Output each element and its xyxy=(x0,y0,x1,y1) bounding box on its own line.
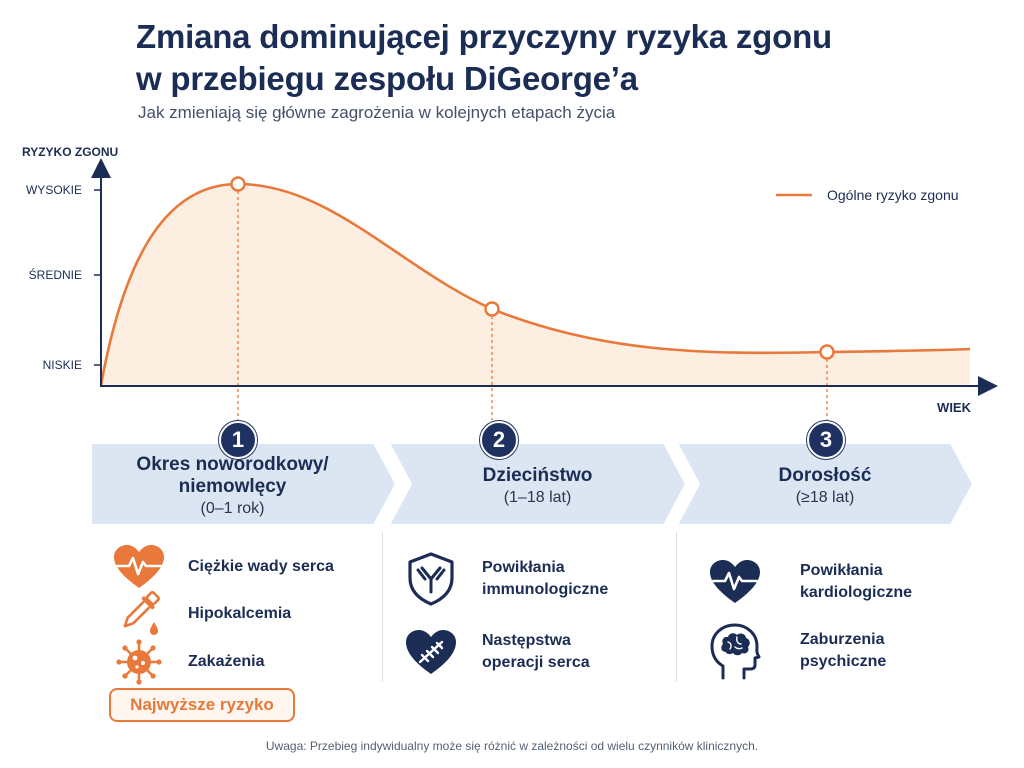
heart-suture-icon xyxy=(401,626,461,678)
virus-icon xyxy=(109,636,169,688)
curve-markers xyxy=(230,176,835,360)
highest-risk-tag: Najwyższe ryzyko xyxy=(109,688,295,722)
x-axis-label: WIEK xyxy=(937,400,972,415)
stage-text: Okres noworodkowy/ niemowlęcy (0–1 rok) xyxy=(91,443,396,525)
risk-label: Zaburzenia psychiczne xyxy=(800,631,887,670)
stage-age: (1–18 lat) xyxy=(503,488,572,506)
y-tick-label: ŚREDNIE xyxy=(29,267,82,282)
risk-chart: RYZYKO ZGONU WYSOKIE ŚREDNIE NISKIE WIEK O… xyxy=(22,145,998,420)
stage-number-badge: 2 xyxy=(480,421,518,459)
risk-area xyxy=(101,184,970,386)
footnote: Uwaga: Przebieg indywidualny może się ró… xyxy=(265,739,759,753)
column-divider xyxy=(676,532,677,682)
head-brain-icon xyxy=(705,623,765,680)
curve-marker-2 xyxy=(484,301,500,317)
stage-age: (≥18 lat) xyxy=(795,488,855,506)
risk-label: Hipokalcemia xyxy=(188,605,292,622)
risk-item: Powikłania kardiologiczne xyxy=(705,556,912,608)
stage-banner-2: Dzieciństwo (1–18 lat) xyxy=(389,443,686,525)
stage-text: Dzieciństwo (1–18 lat) xyxy=(389,443,686,525)
marker-drop-lines xyxy=(237,191,828,420)
dropper-icon xyxy=(109,588,169,640)
column-divider xyxy=(382,532,383,682)
risk-item: Następstwa operacji serca xyxy=(401,626,590,678)
page-subtitle: Jak zmieniają się główne zagrożenia w ko… xyxy=(138,103,616,122)
risk-item: Zaburzenia psychiczne xyxy=(705,623,887,680)
risk-label: Powikłania kardiologiczne xyxy=(800,562,913,601)
risk-item: Ciężkie wady serca xyxy=(109,541,334,593)
stage-title: Dorosłość xyxy=(778,464,872,486)
stage-number-badge: 1 xyxy=(219,421,257,459)
title-line-2: w przebiegu zespołu DiGeorge’a xyxy=(136,60,638,97)
risk-label: Powikłania immunologiczne xyxy=(482,559,609,598)
y-tick-label: WYSOKIE xyxy=(26,183,82,197)
page-title: Zmiana dominującej przyczyny ryzyka zgon… xyxy=(136,16,996,100)
stage-banner-1: Okres noworodkowy/ niemowlęcy (0–1 rok) xyxy=(91,443,396,525)
curve-marker-3 xyxy=(819,344,835,360)
risk-label: Ciężkie wady serca xyxy=(188,558,334,575)
risk-curve-line xyxy=(99,182,971,386)
legend-label: Ogólne ryzyko zgonu xyxy=(827,187,959,203)
y-axis-ticks: WYSOKIE ŚREDNIE NISKIE xyxy=(26,183,101,372)
stage-text: Dorosłość (≥18 lat) xyxy=(677,443,973,525)
heart-ecg-icon xyxy=(705,556,765,608)
stage-title: Dzieciństwo xyxy=(482,464,593,486)
risk-item: Hipokalcemia xyxy=(109,588,291,640)
risk-label: Następstwa operacji serca xyxy=(482,632,590,671)
shield-antibody-icon xyxy=(401,552,461,606)
legend: Ogólne ryzyko zgonu xyxy=(776,187,959,203)
risk-item: Powikłania immunologiczne xyxy=(401,552,609,606)
curve-marker-1 xyxy=(230,176,246,192)
title-line-1: Zmiana dominującej przyczyny ryzyka zgon… xyxy=(136,18,832,55)
risk-item: Zakażenia xyxy=(109,636,264,688)
y-tick-label: NISKIE xyxy=(43,358,82,372)
y-axis-label: RYZYKO ZGONU xyxy=(22,145,118,159)
stage-number-badge: 3 xyxy=(807,421,845,459)
heart-ecg-icon xyxy=(109,541,169,593)
stage-banner-3: Dorosłość (≥18 lat) xyxy=(677,443,973,525)
stage-age: (0–1 rok) xyxy=(200,499,265,517)
stage-title: Okres noworodkowy/ niemowlęcy xyxy=(136,453,329,497)
risk-label: Zakażenia xyxy=(188,653,265,670)
